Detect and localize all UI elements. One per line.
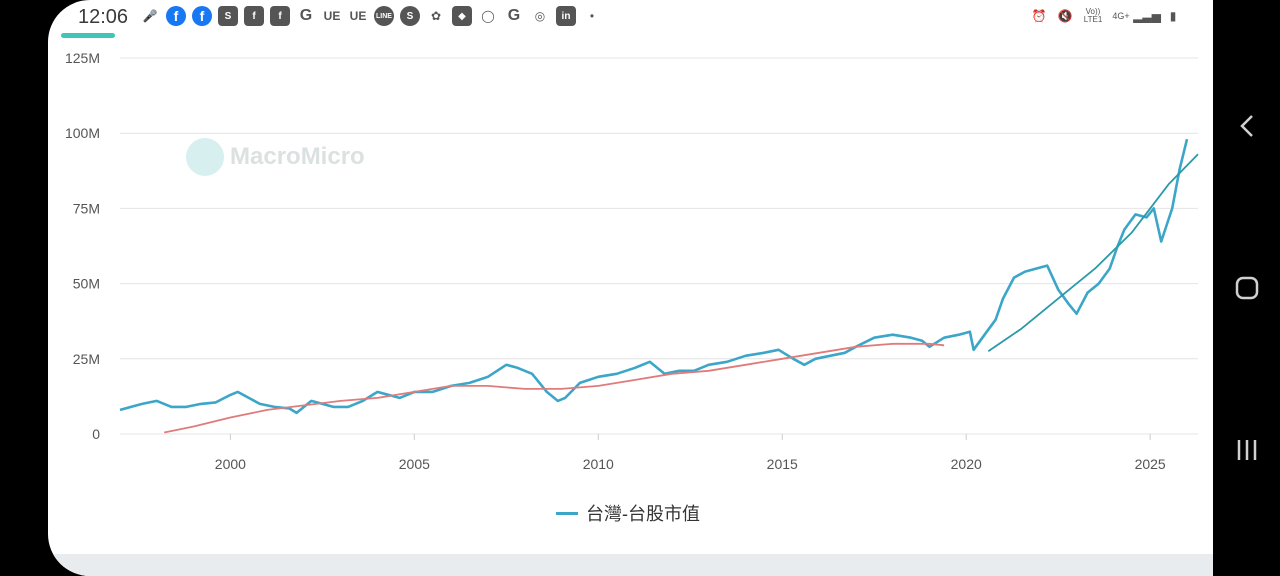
macromicro-watermark: MacroMicro	[186, 138, 365, 176]
mic-icon: 🎤	[142, 9, 158, 23]
back-icon[interactable]	[1227, 106, 1267, 146]
x-tick-label: 2015	[767, 456, 798, 472]
navigation-bar	[1213, 0, 1280, 576]
facebook-icon: f	[244, 6, 264, 26]
series-line-0	[119, 138, 1189, 415]
status-bar: 12:06 🎤 f f S f f G UE UE LINE S ✿ ◆ ◯ G…	[48, 0, 1213, 36]
x-tick-label: 2010	[583, 456, 614, 472]
mute-icon: 🔇	[1057, 9, 1073, 23]
legend-swatch	[556, 511, 578, 515]
y-tick-label: 100M	[65, 125, 100, 141]
y-tick-label: 25M	[73, 351, 100, 367]
linkedin-icon: in	[556, 6, 576, 26]
status-time: 12:06	[78, 6, 129, 28]
battery-icon: ▮	[1169, 9, 1177, 23]
tab-indicator	[61, 33, 115, 38]
y-tick-label: 0	[92, 426, 100, 442]
alarm-icon: ⏰	[1031, 9, 1047, 23]
series-line-2	[987, 153, 1199, 353]
macromicro-logo-icon	[186, 138, 224, 176]
volte-icon: Vo)) LTE1	[1083, 7, 1103, 24]
chart-legend[interactable]: 台灣-台股市值	[556, 500, 700, 526]
facebook-icon: f	[166, 6, 186, 26]
facebook-icon: f	[270, 6, 290, 26]
x-tick-label: 2000	[215, 456, 246, 472]
app-icon: S	[400, 6, 420, 26]
series-line-1	[164, 342, 945, 434]
bottom-panel	[48, 554, 1213, 576]
google-icon: G	[507, 7, 521, 24]
app-icon: ◎	[534, 9, 546, 23]
ue-icon: UE	[349, 9, 367, 23]
x-tick-label: 2025	[1135, 456, 1166, 472]
y-tick-label: 50M	[73, 276, 100, 292]
line-icon: LINE	[374, 6, 394, 26]
x-tick-label: 2020	[951, 456, 982, 472]
pinwheel-icon: ✿	[430, 9, 442, 23]
watermark-text: MacroMicro	[230, 143, 365, 170]
home-icon[interactable]	[1227, 268, 1267, 308]
y-tick-label: 75M	[73, 200, 100, 216]
app-icon: ◯	[481, 9, 495, 23]
y-tick-label: 125M	[65, 50, 100, 66]
recent-apps-icon[interactable]	[1227, 430, 1267, 470]
facebook-icon: f	[192, 6, 212, 26]
phone-screen: 12:06 🎤 f f S f f G UE UE LINE S ✿ ◆ ◯ G…	[48, 0, 1213, 576]
system-icons: ⏰ 🔇 Vo)) LTE1 4G+ ▂▃▅ ▮	[1029, 6, 1183, 26]
4g-icon: 4G+	[1112, 11, 1130, 21]
app-icon: ◆	[452, 6, 472, 26]
g-icon: G	[299, 7, 313, 24]
line-chart: 0 25M 50M 75M 100M 125M 2000 2005 2010 2015 2020 20…	[65, 50, 1199, 472]
legend-label: 台灣-台股市值	[586, 504, 700, 524]
dot-icon: •	[589, 9, 595, 23]
ue-icon: UE	[323, 9, 341, 23]
signal-icon: ▂▃▅	[1133, 9, 1161, 23]
x-tick-label: 2005	[399, 456, 430, 472]
shopee-icon: S	[218, 6, 238, 26]
notification-icons: 🎤 f f S f f G UE UE LINE S ✿ ◆ ◯ G ◎ in …	[140, 6, 602, 26]
